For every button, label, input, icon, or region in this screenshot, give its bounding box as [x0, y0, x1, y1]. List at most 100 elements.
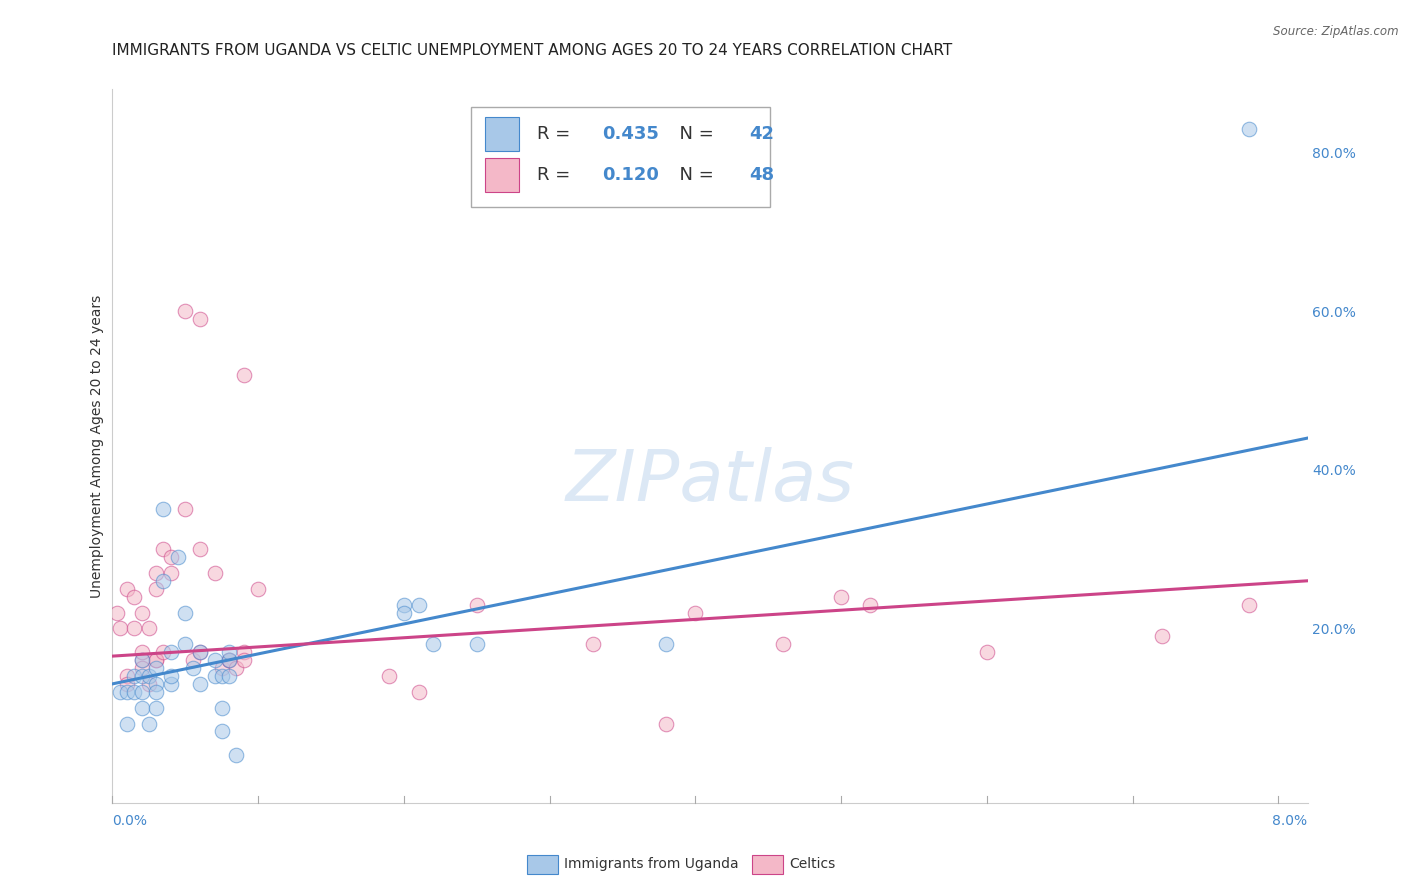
- Point: [232, 653, 254, 667]
- Point: [378, 669, 401, 683]
- Point: [218, 653, 240, 667]
- Point: [859, 598, 882, 612]
- Point: [108, 685, 131, 699]
- Point: [131, 669, 153, 683]
- Point: [138, 621, 160, 635]
- Point: [422, 637, 444, 651]
- Point: [225, 748, 247, 763]
- Text: ZIPatlas: ZIPatlas: [565, 447, 855, 516]
- Point: [655, 637, 678, 651]
- Point: [159, 677, 181, 691]
- Point: [145, 700, 167, 714]
- Point: [392, 606, 415, 620]
- Point: [247, 582, 270, 596]
- Point: [152, 574, 174, 588]
- Point: [408, 598, 430, 612]
- Point: [204, 669, 226, 683]
- Text: IMMIGRANTS FROM UGANDA VS CELTIC UNEMPLOYMENT AMONG AGES 20 TO 24 YEARS CORRELAT: IMMIGRANTS FROM UGANDA VS CELTIC UNEMPLO…: [112, 43, 953, 58]
- Text: 0.435: 0.435: [603, 125, 659, 143]
- Point: [408, 685, 430, 699]
- Point: [1150, 629, 1173, 643]
- Text: N =: N =: [668, 125, 720, 143]
- Text: R =: R =: [537, 125, 575, 143]
- Point: [232, 368, 254, 382]
- Point: [145, 653, 167, 667]
- Point: [131, 653, 153, 667]
- Point: [131, 685, 153, 699]
- FancyBboxPatch shape: [485, 158, 519, 192]
- Point: [218, 653, 240, 667]
- Point: [188, 645, 211, 659]
- Point: [145, 661, 167, 675]
- Text: Source: ZipAtlas.com: Source: ZipAtlas.com: [1274, 25, 1399, 38]
- Point: [138, 716, 160, 731]
- Text: 48: 48: [749, 166, 775, 184]
- Point: [218, 653, 240, 667]
- Point: [115, 677, 138, 691]
- Point: [131, 645, 153, 659]
- Point: [174, 502, 197, 516]
- Point: [115, 716, 138, 731]
- Point: [174, 304, 197, 318]
- Point: [131, 661, 153, 675]
- Point: [211, 661, 233, 675]
- Point: [124, 669, 146, 683]
- Point: [174, 606, 197, 620]
- Text: N =: N =: [668, 166, 720, 184]
- Point: [115, 669, 138, 683]
- Point: [152, 645, 174, 659]
- Point: [582, 637, 605, 651]
- Point: [145, 653, 167, 667]
- Point: [1239, 121, 1261, 136]
- Text: Immigrants from Uganda: Immigrants from Uganda: [564, 857, 738, 871]
- Point: [188, 645, 211, 659]
- Point: [105, 606, 128, 620]
- Text: R =: R =: [537, 166, 575, 184]
- Point: [465, 598, 488, 612]
- Point: [152, 502, 174, 516]
- Point: [159, 566, 181, 580]
- Text: 8.0%: 8.0%: [1272, 814, 1308, 828]
- Point: [655, 716, 678, 731]
- Point: [685, 606, 707, 620]
- Point: [232, 645, 254, 659]
- Point: [465, 637, 488, 651]
- Point: [204, 566, 226, 580]
- Point: [181, 653, 204, 667]
- Point: [138, 677, 160, 691]
- Point: [131, 700, 153, 714]
- Point: [115, 685, 138, 699]
- Point: [218, 645, 240, 659]
- Text: Celtics: Celtics: [789, 857, 835, 871]
- Point: [138, 669, 160, 683]
- Point: [188, 542, 211, 557]
- Point: [145, 566, 167, 580]
- Point: [152, 542, 174, 557]
- FancyBboxPatch shape: [485, 117, 519, 152]
- Point: [159, 549, 181, 564]
- Point: [131, 606, 153, 620]
- Point: [124, 590, 146, 604]
- Point: [181, 661, 204, 675]
- Point: [159, 669, 181, 683]
- Text: 0.0%: 0.0%: [112, 814, 148, 828]
- Y-axis label: Unemployment Among Ages 20 to 24 years: Unemployment Among Ages 20 to 24 years: [90, 294, 104, 598]
- Point: [115, 582, 138, 596]
- Point: [392, 598, 415, 612]
- Text: 0.120: 0.120: [603, 166, 659, 184]
- Point: [225, 661, 247, 675]
- Point: [188, 312, 211, 326]
- FancyBboxPatch shape: [471, 107, 770, 207]
- Point: [204, 653, 226, 667]
- Point: [1239, 598, 1261, 612]
- Point: [131, 653, 153, 667]
- Text: 42: 42: [749, 125, 775, 143]
- Point: [159, 645, 181, 659]
- Point: [174, 637, 197, 651]
- Point: [830, 590, 852, 604]
- Point: [211, 669, 233, 683]
- Point: [108, 621, 131, 635]
- Point: [145, 582, 167, 596]
- Point: [188, 677, 211, 691]
- Point: [772, 637, 794, 651]
